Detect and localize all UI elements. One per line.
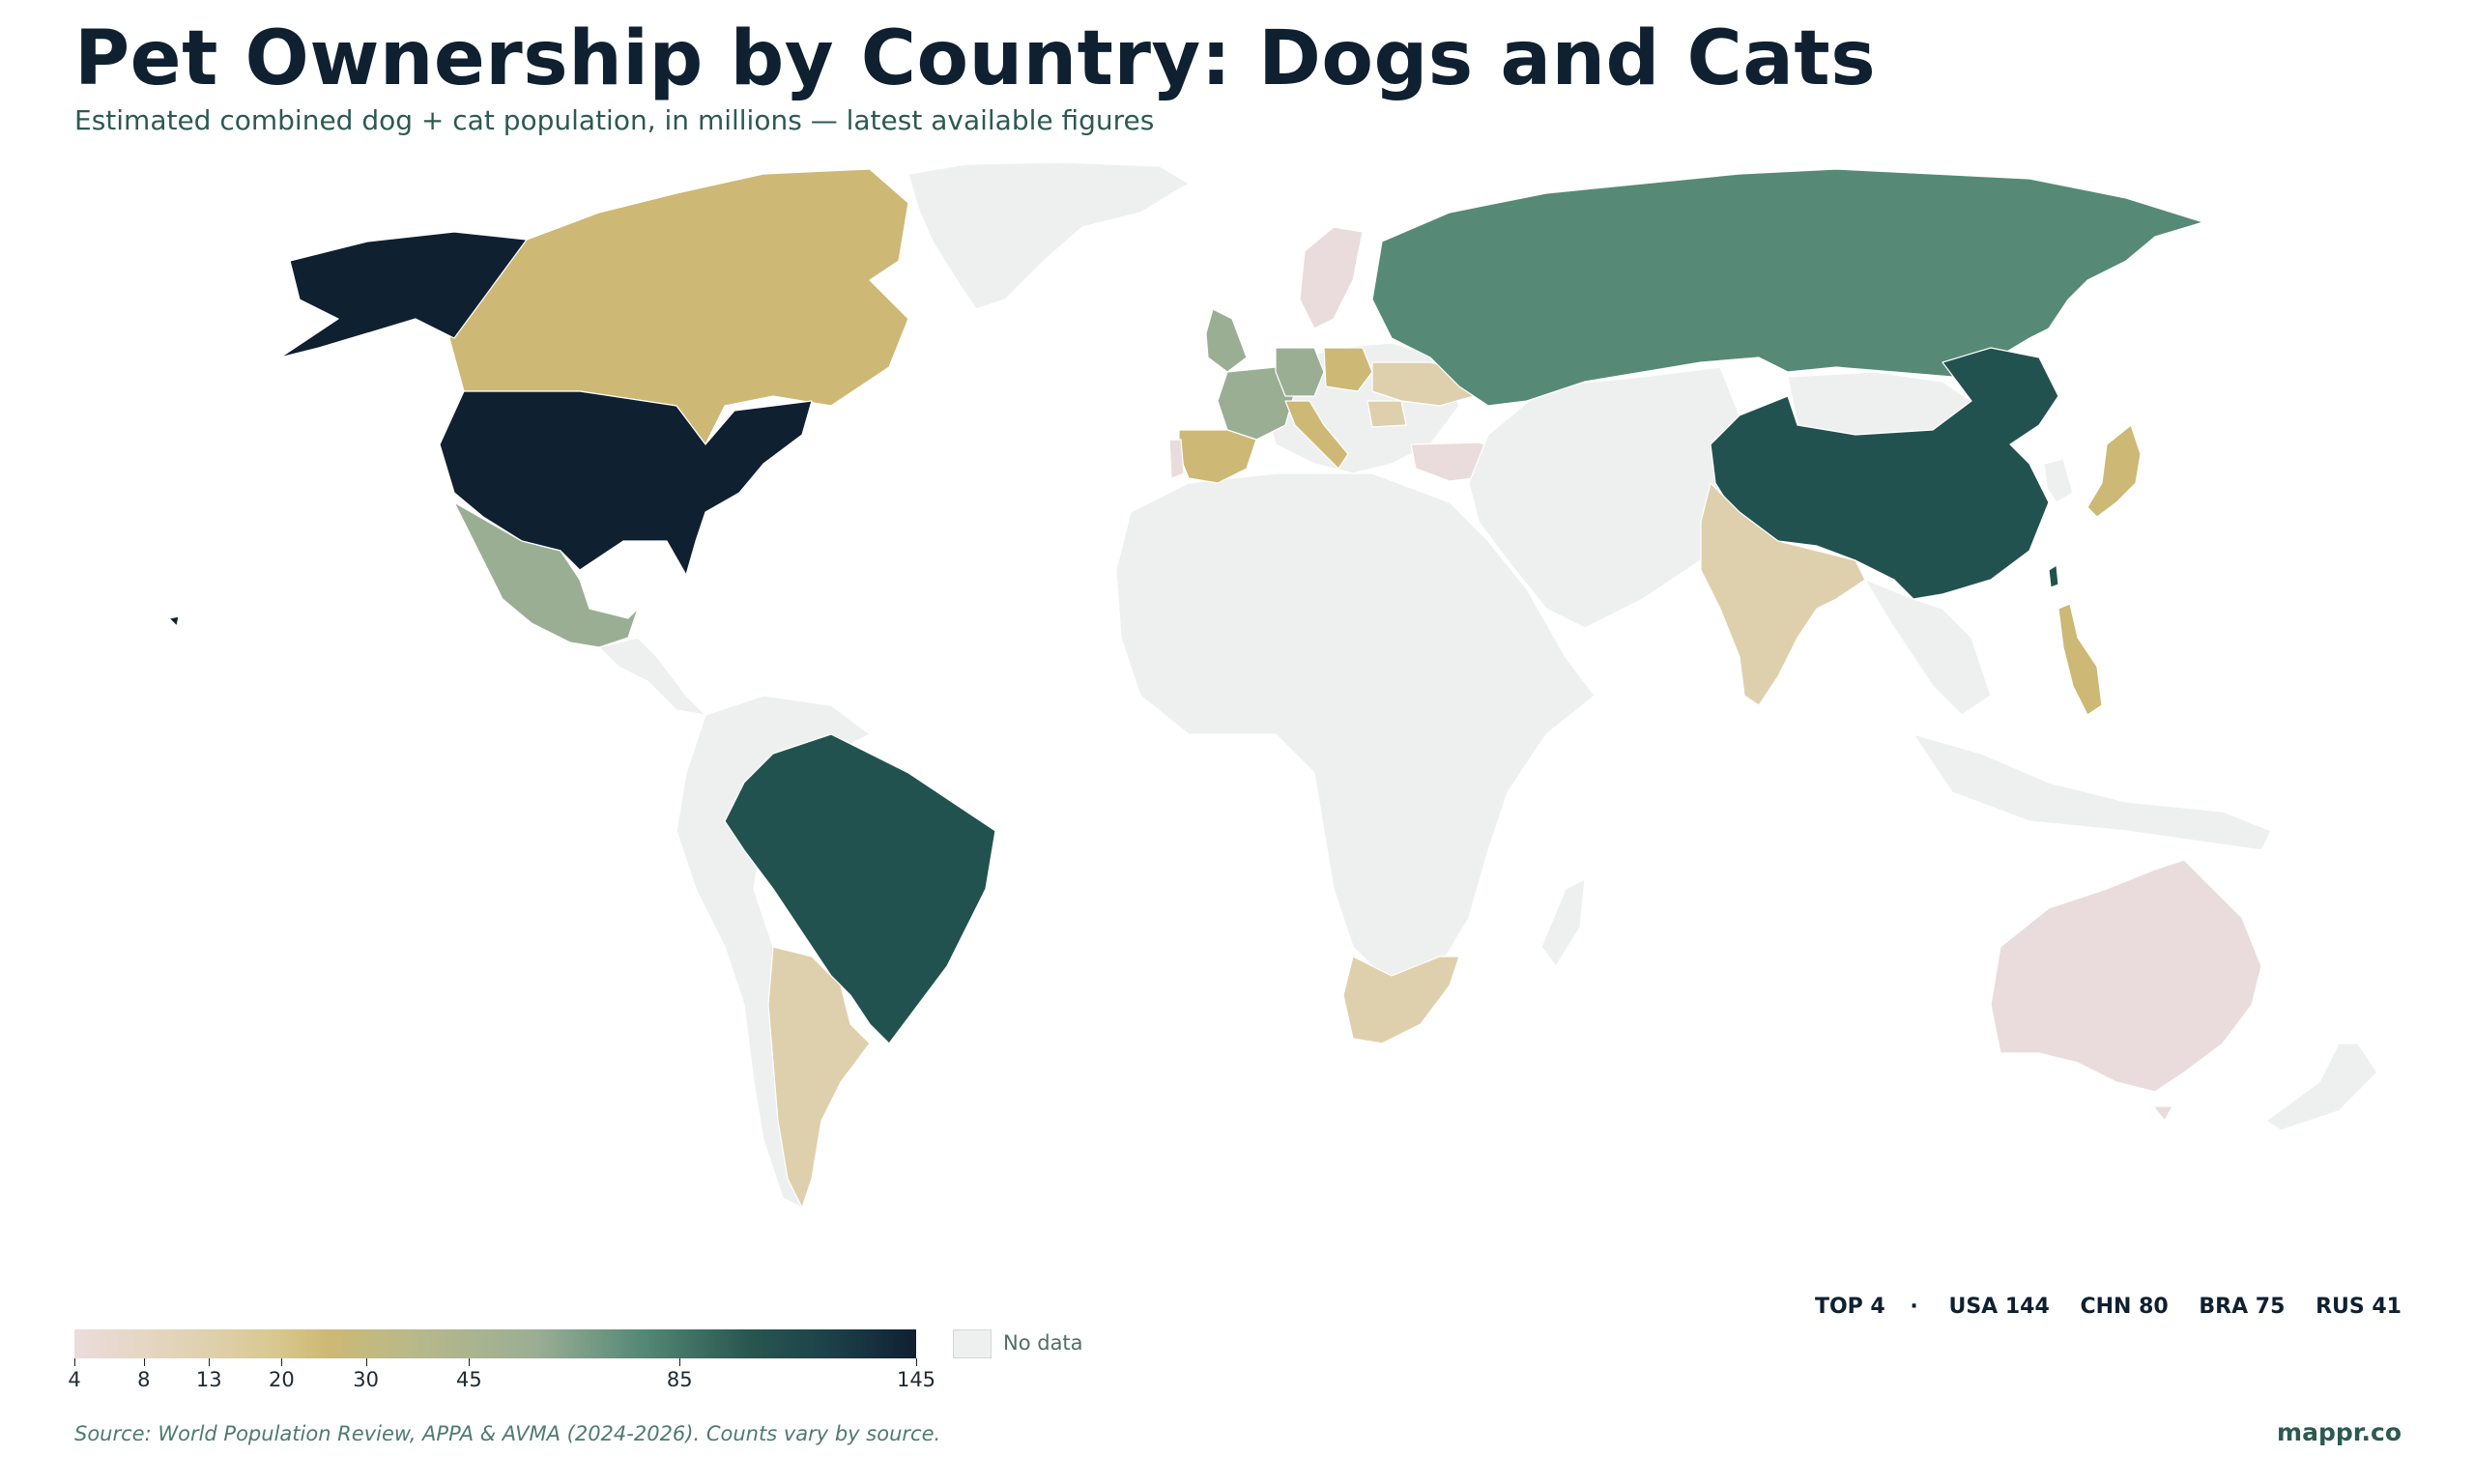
country-brazil[interactable] (724, 733, 996, 1044)
country-australia[interactable] (1990, 859, 2262, 1093)
country-china[interactable] (1710, 347, 2059, 600)
legend-tick (209, 1358, 211, 1366)
country-usa-hawaii[interactable] (168, 615, 180, 627)
top4-item-1: USA 144 (1948, 1295, 2050, 1319)
country-madagascar (1540, 878, 1586, 967)
country-usa-alaska[interactable] (279, 231, 528, 358)
map-subtitle: Estimated combined dog + cat population,… (74, 104, 1155, 136)
country-spain[interactable] (1178, 429, 1257, 484)
country-usa[interactable] (439, 390, 813, 576)
country-sweden[interactable] (1299, 226, 1364, 329)
legend-tick (916, 1358, 917, 1366)
top4-separator: · (1910, 1295, 1918, 1319)
region-southeast-asia (1864, 579, 1992, 716)
country-japan[interactable] (2086, 424, 2142, 518)
legend-color-scale (74, 1329, 916, 1358)
country-philippines[interactable] (2057, 603, 2103, 716)
country-korea (2043, 458, 2074, 503)
world-map (168, 161, 2378, 1209)
region-africa-other (1115, 472, 1596, 986)
legend-tick-label: 20 (269, 1368, 295, 1391)
map-title: Pet Ownership by Country: Dogs and Cats (74, 15, 1877, 102)
country-australia-tasmania[interactable] (2152, 1105, 2173, 1122)
country-india[interactable] (1700, 482, 1866, 706)
legend-tick-label: 85 (666, 1368, 693, 1391)
top4-item-2: CHN 80 (2080, 1295, 2169, 1319)
top4-label: TOP 4 (1814, 1295, 1885, 1319)
country-portugal[interactable] (1168, 439, 1185, 479)
country-new-zealand (2265, 1042, 2378, 1131)
top4-summary: TOP 4 · USA 144 CHN 80 BRA 75 RUS 41 (1815, 1295, 2402, 1319)
no-data-swatch (953, 1329, 992, 1358)
top4-item-4: RUS 41 (2316, 1295, 2402, 1319)
country-poland[interactable] (1323, 347, 1373, 392)
country-taiwan[interactable] (2048, 564, 2059, 588)
legend-tick-labels: 4 8 13 20 30 45 85 145 (68, 1368, 935, 1393)
source-note: Source: World Population Review, APPA & … (74, 1422, 941, 1445)
legend-tick (281, 1358, 283, 1366)
country-russia[interactable] (1371, 168, 2204, 407)
legend-tick (679, 1358, 681, 1366)
brand-logo-text: mappr.co (2277, 1418, 2402, 1446)
legend-tick-label: 8 (137, 1368, 151, 1391)
legend-tick-marks (74, 1358, 917, 1366)
country-italy[interactable] (1284, 400, 1349, 470)
legend-tick (365, 1358, 367, 1366)
legend-tick-label: 13 (195, 1368, 222, 1391)
country-indonesia (1913, 733, 2272, 851)
legend-tick (469, 1358, 471, 1366)
legend-tick-label: 145 (896, 1368, 936, 1391)
country-argentina[interactable] (767, 946, 871, 1209)
legend-tick (74, 1358, 75, 1366)
legend-tick-label: 4 (68, 1368, 81, 1391)
top4-item-3: BRA 75 (2199, 1295, 2286, 1319)
legend-tick (143, 1358, 145, 1366)
country-germany[interactable] (1275, 347, 1325, 397)
no-data-label: No data (1003, 1331, 1083, 1355)
country-mexico[interactable] (453, 501, 639, 648)
country-greenland (907, 161, 1190, 310)
legend-tick-label: 45 (456, 1368, 482, 1391)
region-central-america (598, 637, 706, 716)
country-united-kingdom[interactable] (1205, 308, 1248, 373)
country-romania[interactable] (1366, 400, 1407, 428)
legend-tick-label: 30 (353, 1368, 379, 1391)
country-south-africa[interactable] (1342, 956, 1460, 1044)
